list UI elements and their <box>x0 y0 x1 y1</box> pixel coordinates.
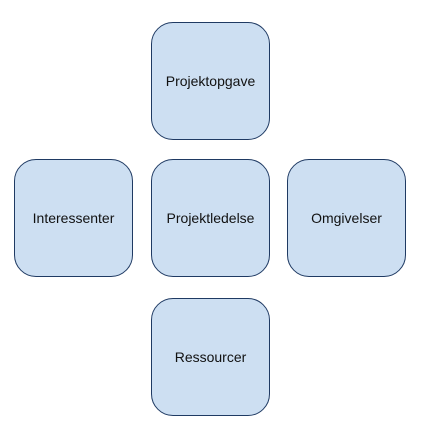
node-label: Projektledelse <box>166 210 255 226</box>
node-label: Projektopgave <box>165 73 256 89</box>
node-label: Omgivelser <box>311 210 382 226</box>
node-ressourcer: Ressourcer <box>151 298 270 416</box>
node-interessenter: Interessenter <box>14 159 133 277</box>
node-label: Ressourcer <box>174 349 247 365</box>
node-omgivelser: Omgivelser <box>287 159 406 277</box>
node-projektledelse: Projektledelse <box>151 159 270 277</box>
node-label: Interessenter <box>32 210 115 226</box>
node-projektopgave: Projektopgave <box>151 22 270 140</box>
